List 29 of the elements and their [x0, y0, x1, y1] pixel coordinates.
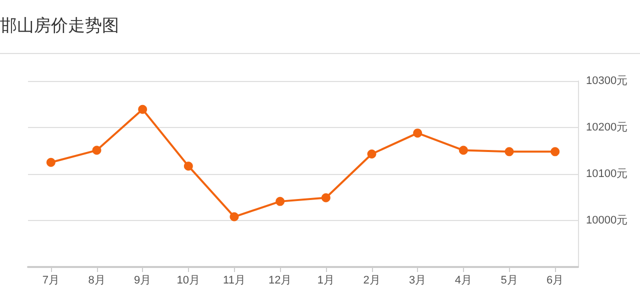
- y-tick-label: 10300元: [586, 75, 628, 87]
- x-tick-label: 6月: [546, 274, 564, 286]
- y-tick-label: 10000元: [586, 214, 628, 226]
- point: [413, 128, 422, 138]
- x-tick-label: 2月: [363, 274, 380, 286]
- x-tick-label: 4月: [454, 274, 472, 286]
- x-tick-label: 10月: [176, 274, 200, 286]
- chart-title: 邯山房价走势图: [0, 15, 119, 37]
- x-tick-label: 3月: [409, 274, 426, 286]
- x-tick-label: 12月: [268, 274, 292, 286]
- point: [321, 193, 330, 202]
- point: [184, 162, 193, 171]
- point: [46, 158, 56, 167]
- x-tick-label: 1月: [317, 274, 334, 286]
- x-tick-label: 5月: [500, 274, 518, 286]
- point: [458, 146, 468, 155]
- point: [92, 146, 102, 155]
- point: [276, 196, 285, 206]
- point: [230, 212, 239, 222]
- point: [367, 150, 376, 158]
- point: [138, 104, 148, 114]
- x-tick-label: 8月: [88, 274, 106, 286]
- x-tick-label: 7月: [42, 274, 60, 286]
- x-tick-label: 9月: [134, 274, 152, 286]
- x-tick-label: 11月: [223, 274, 246, 286]
- point: [550, 147, 560, 156]
- y-tick-label: 10200元: [586, 122, 628, 134]
- point: [504, 147, 514, 156]
- y-tick-label: 10100元: [586, 168, 628, 180]
